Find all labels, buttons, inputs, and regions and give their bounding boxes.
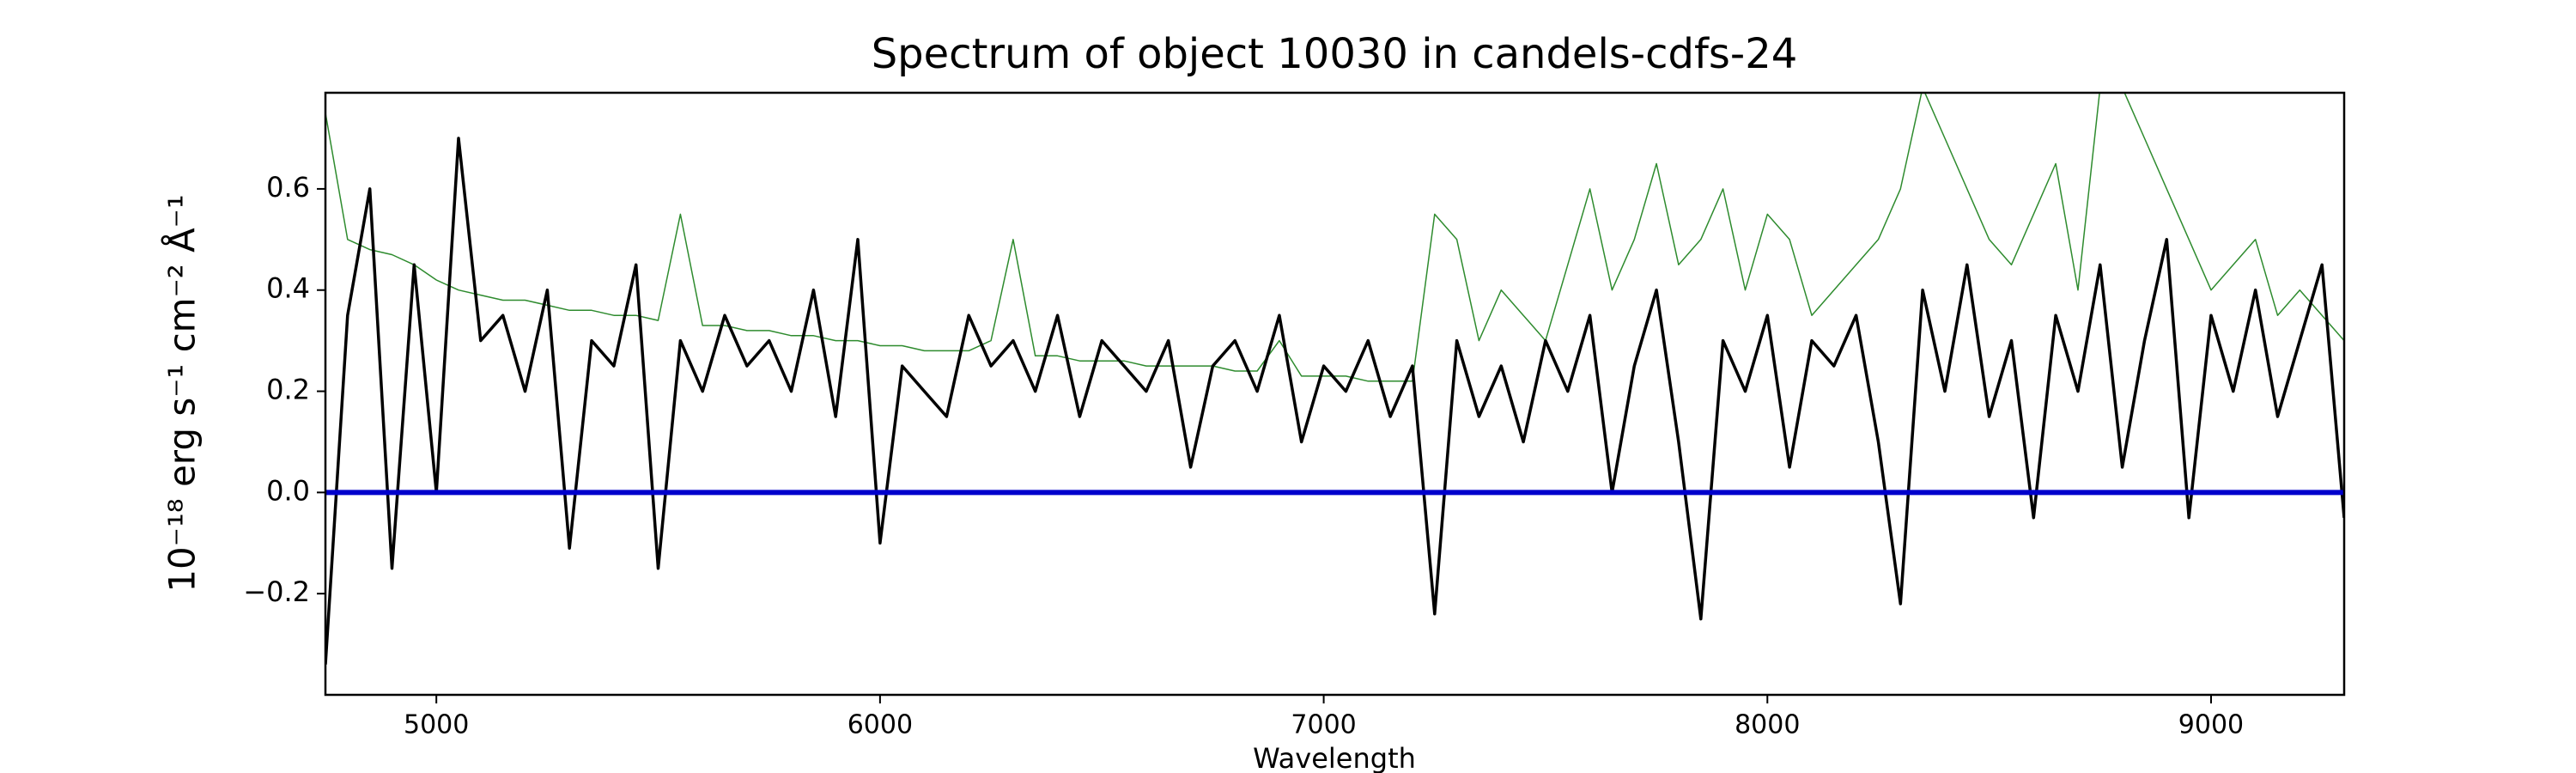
chart-title: Spectrum of object 10030 in candels-cdfs… [872,30,1798,78]
x-tick-label: 6000 [848,710,913,740]
axes-frame [324,91,2346,697]
y-tick-label: 0.2 [266,374,310,406]
y-tick-label: 0.4 [266,272,310,305]
x-tick-label: 7000 [1291,710,1356,740]
x-tick-label: 5000 [404,710,469,740]
plot-area [325,93,2344,665]
y-tick-label: 0.6 [266,171,310,204]
x-tick-label: 9000 [2178,710,2244,740]
spectrum-line [325,93,2344,382]
y-tick-label: 0.0 [266,474,310,507]
x-axis-label: Wavelength [1253,742,1416,773]
spectrum-line [325,137,2344,665]
y-axis-label: 10⁻¹⁸ erg s⁻¹ cm⁻² Å⁻¹ [161,194,204,592]
y-tick-label: −0.2 [243,575,310,608]
x-tick-label: 8000 [1735,710,1800,740]
